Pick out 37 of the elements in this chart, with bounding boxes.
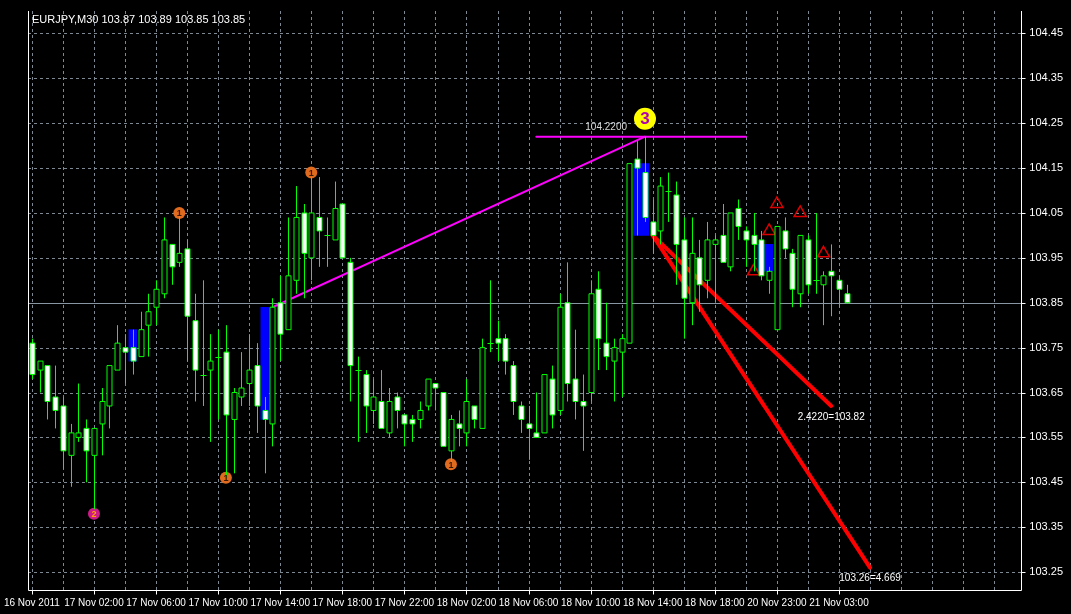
y-tick-label: 103.75: [1029, 340, 1064, 353]
y-tick-label: 103.85: [1029, 295, 1064, 308]
y-tick-label: 103.25: [1029, 565, 1064, 578]
text: 1: [223, 473, 229, 484]
series-label: 2.4220=103.82: [797, 410, 866, 422]
y-tick-label: 103.55: [1029, 430, 1064, 443]
x-tick-label: 17 Nov 06:00: [126, 596, 187, 608]
x-tick-label: 18 Nov 10:00: [560, 596, 621, 608]
data-label: 104.2200: [585, 121, 628, 133]
y-tick-label: 103.45: [1029, 475, 1064, 488]
x-tick-label: 18 Nov 06:00: [498, 596, 559, 608]
x-tick-label: 17 Nov 14:00: [250, 596, 311, 608]
x-tick-label: 17 Nov 02:00: [64, 596, 125, 608]
text: 1: [308, 168, 314, 179]
x-tick-label: 17 Nov 18:00: [312, 596, 373, 608]
x-tick-label: 17 Nov 22:00: [374, 596, 435, 608]
y-tick-label: 104.25: [1029, 116, 1064, 129]
x-tick-label: 18 Nov 14:00: [622, 596, 683, 608]
x-tick-label: 18 Nov 02:00: [436, 596, 497, 608]
x-tick-label: 17 Nov 10:00: [188, 596, 249, 608]
series-label: 1: [448, 459, 454, 470]
x-tick-label: 20 Nov 23:00: [747, 596, 808, 608]
y-tick-label: 104.45: [1029, 26, 1064, 39]
x-tick-label: 16 Nov 2011: [3, 596, 61, 608]
series-label: 2: [91, 509, 97, 520]
chart-title: EURJPY,M30 103.87 103.89 103.85 103.85: [32, 12, 246, 25]
series-label: 103.26=4.669: [839, 572, 902, 584]
y-tick-label: 103.95: [1029, 250, 1064, 263]
series-label: 3: [640, 109, 650, 129]
y-tick-label: 104.35: [1029, 71, 1064, 84]
y-tick-label: 104.15: [1029, 161, 1064, 174]
y-tick-label: 103.65: [1029, 385, 1064, 398]
x-tick-label: 18 Nov 18:00: [685, 596, 745, 608]
text: 1: [176, 208, 182, 219]
y-tick-label: 103.35: [1029, 520, 1064, 533]
y-tick-label: 104.05: [1029, 206, 1064, 219]
x-tick-label: 21 Nov 03:00: [809, 596, 870, 608]
